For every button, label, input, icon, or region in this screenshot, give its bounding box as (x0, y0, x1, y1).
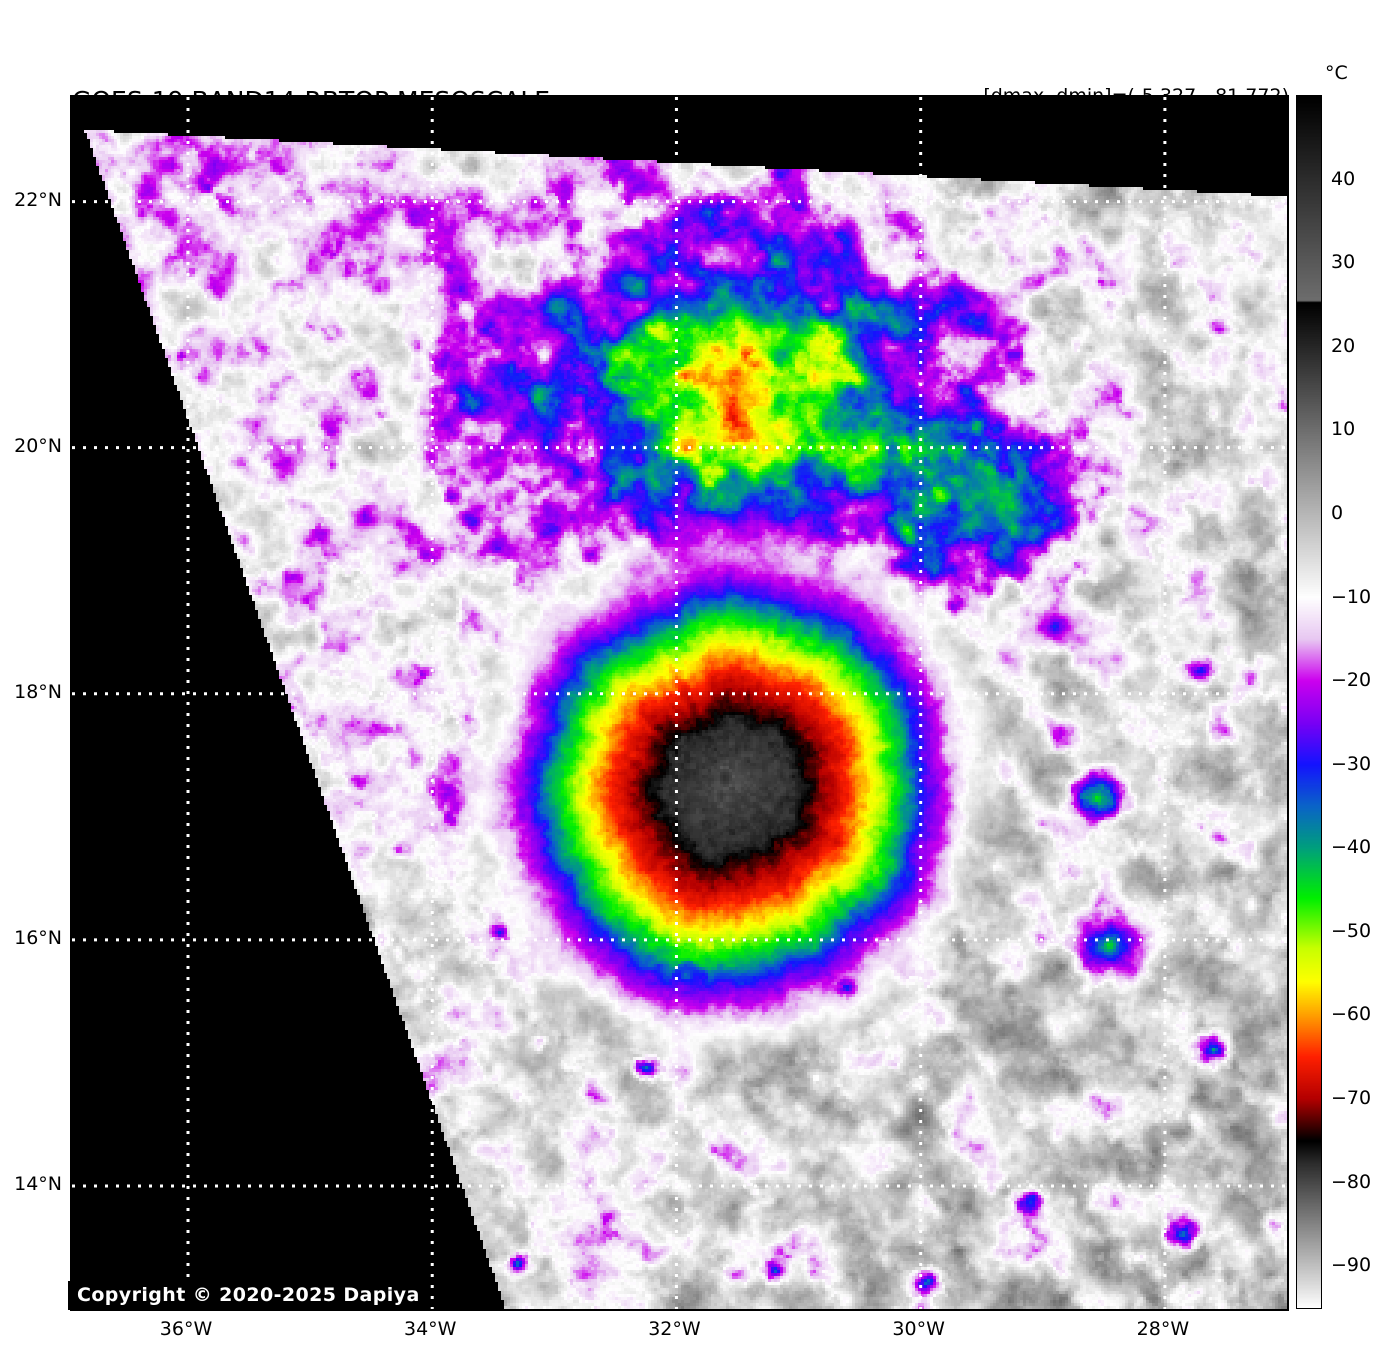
y-axis-tick-label: 22°N (14, 188, 62, 211)
x-axis-tick-label: 32°W (648, 1318, 701, 1340)
x-axis-tick-label: 28°W (1136, 1318, 1190, 1340)
y-axis-tick-label: 14°N (14, 1172, 62, 1195)
x-axis-tick-label: 36°W (159, 1318, 213, 1340)
x-axis-tick-label: 30°W (892, 1318, 945, 1340)
infrared-satellite-image (72, 97, 1287, 1309)
colorbar-tick-label: 0 (1331, 501, 1344, 524)
y-axis-tick-label: 20°N (14, 434, 62, 457)
colorbar-tick-label: −50 (1331, 919, 1372, 942)
colorbar-tick-label: 40 (1331, 167, 1356, 190)
colorbar-tick-label: −90 (1331, 1254, 1372, 1277)
colorbar-gradient (1297, 96, 1321, 1308)
colorbar-tick-label: −80 (1331, 1170, 1372, 1193)
colorbar-tick-label: −10 (1331, 585, 1372, 608)
satellite-image-panel[interactable] (70, 95, 1289, 1311)
colorbar-tick-label: −20 (1331, 669, 1372, 692)
colorbar-tick-label: 20 (1331, 334, 1356, 357)
colorbar-tick-label: −70 (1331, 1087, 1372, 1110)
y-axis-tick-label: 18°N (14, 680, 62, 703)
y-axis-tick-label: 16°N (14, 926, 62, 949)
x-axis-tick-label: 34°W (403, 1318, 457, 1340)
colorbar-tick-label: 30 (1331, 251, 1356, 274)
colorbar-tick-label: −30 (1331, 752, 1372, 775)
colorbar-tick-label: −60 (1331, 1003, 1372, 1026)
colorbar-tick-label: −40 (1331, 836, 1372, 859)
copyright-watermark: Copyright © 2020-2025 Dapiya (68, 1281, 429, 1310)
colorbar (1296, 95, 1322, 1309)
colorbar-unit-label: °C (1325, 62, 1348, 84)
colorbar-tick-label: 10 (1331, 418, 1356, 441)
